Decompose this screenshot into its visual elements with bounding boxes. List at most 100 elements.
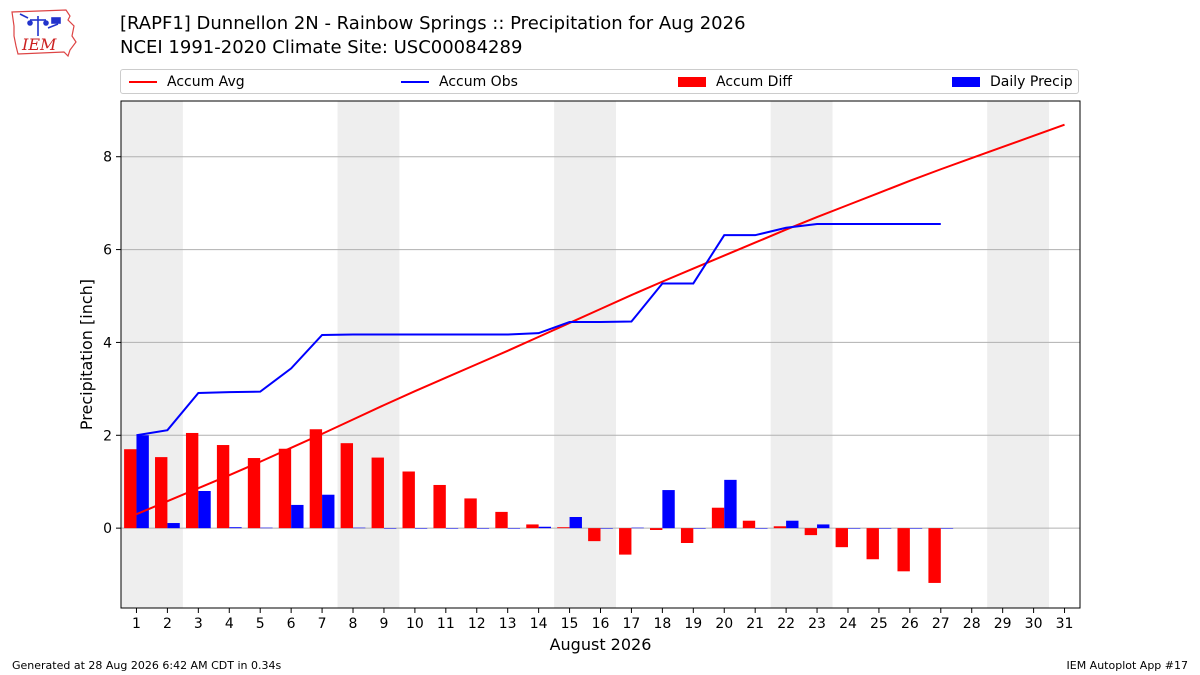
x-tick-label: 13 — [499, 616, 517, 632]
daily-precip-bar — [322, 494, 335, 529]
accum-diff-bar — [649, 528, 663, 530]
x-tick-label: 4 — [225, 616, 234, 632]
x-tick-label: 23 — [808, 616, 826, 632]
accum-obs-line — [136, 223, 941, 437]
accum-diff-bar — [124, 449, 137, 529]
daily-precip-bar — [260, 527, 273, 529]
daily-precip-bar — [817, 524, 830, 529]
daily-precip-bar — [909, 528, 923, 529]
legend: Accum Avg Accum Obs Accum Diff Daily Pre… — [120, 69, 1079, 94]
accum-diff-bar — [835, 528, 848, 548]
y-tick-label: 6 — [103, 243, 112, 259]
x-tick-label: 18 — [653, 616, 671, 632]
x-tick-label: 10 — [406, 616, 424, 632]
legend-label: Accum Diff — [716, 74, 793, 90]
daily-precip-bar — [476, 528, 490, 529]
accum-diff-bar — [711, 507, 725, 529]
accum-diff-bar — [619, 528, 632, 555]
accum-diff-bar — [742, 520, 756, 529]
accum-diff-bar — [309, 429, 323, 529]
accum-avg-line — [136, 123, 1065, 516]
legend-swatch — [401, 81, 429, 83]
accum-diff-bar — [247, 458, 261, 529]
accum-diff-bar — [928, 528, 941, 583]
daily-precip-bar — [878, 528, 892, 529]
daily-precip-bar — [755, 528, 768, 529]
x-tick-label: 26 — [901, 616, 919, 632]
x-tick-label: 12 — [468, 616, 486, 632]
x-tick-label: 22 — [777, 616, 795, 632]
weekend-band — [987, 101, 1050, 608]
y-tick-label: 2 — [103, 428, 112, 444]
accum-diff-bar — [185, 432, 199, 529]
daily-precip-bar — [847, 528, 861, 529]
daily-precip-bar — [600, 528, 613, 529]
x-tick-label: 20 — [715, 616, 733, 632]
x-tick-label: 19 — [684, 616, 702, 632]
x-tick-label: 14 — [530, 616, 548, 632]
x-tick-label: 21 — [746, 616, 764, 632]
x-tick-label: 7 — [318, 616, 327, 632]
legend-swatch — [129, 81, 157, 83]
daily-precip-bar — [445, 528, 459, 529]
y-tick-label: 4 — [103, 335, 112, 351]
x-tick-label: 8 — [349, 616, 358, 632]
accum-diff-bar — [278, 448, 292, 529]
daily-precip-bar — [569, 517, 582, 529]
daily-precip-bar — [724, 479, 737, 529]
accum-diff-bar — [371, 457, 384, 529]
accum-diff-bar — [588, 528, 601, 542]
daily-precip-bar — [507, 528, 521, 529]
y-tick-label: 0 — [103, 521, 112, 537]
legend-label: Accum Obs — [439, 74, 518, 90]
x-tick-label: 30 — [1025, 616, 1043, 632]
iowa-state-outline — [11, 9, 77, 58]
daily-precip-bar — [631, 527, 644, 529]
x-tick-label: 5 — [256, 616, 265, 632]
daily-precip-bar — [940, 528, 954, 529]
accum-diff-bar — [897, 528, 910, 572]
accum-diff-bar — [464, 498, 477, 529]
x-tick-label: 3 — [194, 616, 203, 632]
legend-label: Accum Avg — [167, 74, 245, 90]
accum-diff-bar — [402, 471, 415, 529]
daily-precip-bar — [538, 526, 552, 529]
daily-precip-bar — [167, 523, 180, 529]
accum-diff-bar — [557, 527, 570, 529]
footer-generated: Generated at 28 Aug 2026 6:42 AM CDT in … — [12, 659, 282, 672]
x-tick-label: 29 — [994, 616, 1012, 632]
y-tick-label: 8 — [103, 150, 112, 166]
daily-precip-bar — [353, 527, 366, 529]
x-tick-label: 16 — [592, 616, 610, 632]
legend-item-daily-precip: Daily Precip — [952, 73, 1073, 91]
legend-item-accum-diff: Accum Diff — [678, 73, 792, 91]
footer-app-id: IEM Autoplot App #17 — [1066, 659, 1189, 672]
daily-precip-bar — [136, 435, 149, 529]
x-tick-label: 24 — [839, 616, 857, 632]
y-axis-label: Precipitation [inch] — [77, 279, 96, 430]
weather-station-icon — [19, 13, 61, 36]
accum-diff-bar — [526, 524, 539, 529]
legend-item-accum-obs: Accum Obs — [401, 73, 518, 91]
x-tick-label: 6 — [287, 616, 296, 632]
daily-precip-bar — [414, 528, 428, 529]
accum-diff-bar — [495, 511, 508, 529]
daily-precip-bar — [229, 527, 242, 529]
x-tick-label: 31 — [1056, 616, 1074, 632]
accum-diff-bar — [804, 528, 818, 536]
accum-diff-bar — [216, 445, 230, 529]
x-tick-label: 25 — [870, 616, 888, 632]
x-tick-label: 17 — [623, 616, 641, 632]
legend-item-accum-avg: Accum Avg — [129, 73, 245, 91]
legend-label: Daily Precip — [990, 74, 1073, 90]
daily-precip-bar — [291, 504, 304, 529]
daily-precip-bar — [662, 490, 675, 529]
accum-diff-bar — [866, 528, 879, 560]
x-tick-label: 27 — [932, 616, 950, 632]
accum-diff-bar — [340, 443, 354, 529]
weekend-band — [554, 101, 616, 608]
x-tick-label: 11 — [437, 616, 455, 632]
x-tick-label: 1 — [132, 616, 141, 632]
legend-swatch — [952, 77, 980, 87]
